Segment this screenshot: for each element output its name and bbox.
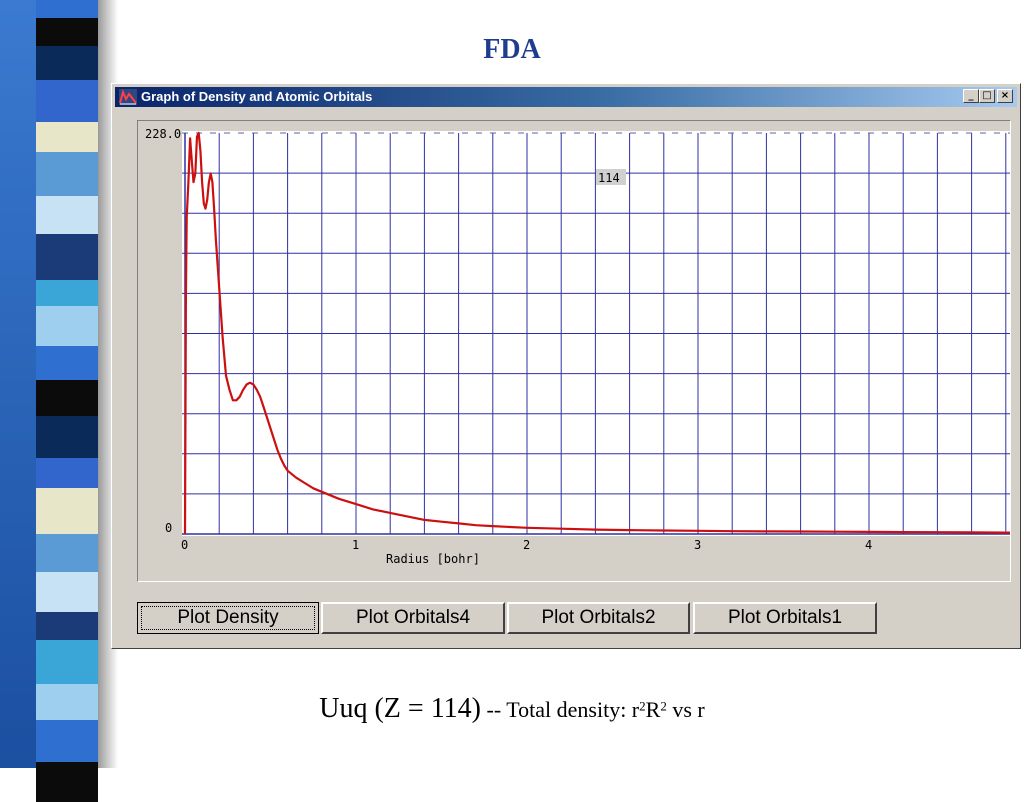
- plot-orbitals4-button[interactable]: Plot Orbitals4: [321, 602, 505, 634]
- chart-labels: 0 1 2 3 4 228.0 0 Radius [bohr] 114: [145, 127, 872, 566]
- app-window: Graph of Density and Atomic Orbitals _ □…: [111, 83, 1021, 649]
- plot-panel: 0 1 2 3 4 228.0 0 Radius [bohr] 114: [137, 120, 1011, 582]
- caption-text-c: vs r: [666, 697, 705, 722]
- plot-orbitals1-button[interactable]: Plot Orbitals1: [693, 602, 877, 634]
- stripe-block: [36, 280, 98, 306]
- stripe-block: [36, 346, 98, 380]
- x-axis-label: Radius [bohr]: [386, 552, 480, 566]
- slide-title: FDA: [483, 34, 541, 65]
- stripe-block: [36, 488, 98, 534]
- window-title: Graph of Density and Atomic Orbitals: [141, 89, 373, 104]
- stripe-block: [36, 0, 98, 18]
- close-button[interactable]: ×: [997, 89, 1013, 103]
- stripe-block: [36, 152, 98, 196]
- decorative-stripe-band: [0, 0, 118, 802]
- close-icon: ×: [1000, 90, 1010, 101]
- chart-grid: [182, 132, 1010, 534]
- stripe-block: [36, 458, 98, 488]
- caption-sup-2: 2: [660, 698, 667, 714]
- slide-caption: Uuq (Z = 114) -- Total density: r2R2 vs …: [0, 693, 1024, 725]
- x-tick-label: 0: [181, 538, 188, 552]
- plot-orbitals2-button[interactable]: Plot Orbitals2: [507, 602, 690, 634]
- annotation-text: 114: [598, 171, 620, 185]
- annotation-box: [596, 169, 626, 185]
- x-tick-label: 2: [523, 538, 530, 552]
- stripe-outer-column: [0, 0, 36, 768]
- stripe-block: [36, 612, 98, 640]
- y-max-label: 228.0: [145, 127, 181, 141]
- x-tick-label: 3: [694, 538, 701, 552]
- density-chart: 0 1 2 3 4 228.0 0 Radius [bohr] 114: [145, 127, 1010, 566]
- stripe-block: [36, 572, 98, 612]
- window-titlebar[interactable]: Graph of Density and Atomic Orbitals _ □…: [115, 87, 1017, 107]
- caption-main: Uuq (Z = 114): [319, 693, 481, 724]
- density-curve: [183, 131, 1010, 535]
- stripe-block: [36, 640, 98, 684]
- stripe-block: [36, 306, 98, 346]
- stripe-block: [36, 720, 98, 762]
- stripe-block: [36, 762, 98, 802]
- x-tick-label: 1: [352, 538, 359, 552]
- y-min-label: 0: [165, 521, 172, 535]
- chart-curves: [183, 131, 1010, 535]
- x-tick-label: 4: [865, 538, 872, 552]
- caption-text-b: R: [645, 697, 661, 722]
- minimize-button[interactable]: _: [963, 89, 979, 103]
- stripe-block: [36, 380, 98, 416]
- maximize-icon: □: [982, 90, 992, 101]
- stripe-block: [36, 80, 98, 122]
- stripe-block: [36, 122, 98, 152]
- stripe-block: [36, 46, 98, 80]
- caption-sup-1: 2: [639, 698, 646, 714]
- stripe-block: [36, 534, 98, 572]
- stripe-block: [36, 416, 98, 458]
- stripe-block: [36, 196, 98, 234]
- plot-density-button[interactable]: Plot Density: [137, 602, 319, 634]
- caption-text-a: -- Total density: r: [481, 697, 640, 722]
- app-graph-icon: [119, 89, 137, 105]
- maximize-button[interactable]: □: [979, 89, 995, 103]
- minimize-icon: _: [968, 90, 974, 101]
- stripe-block: [36, 18, 98, 46]
- stripe-block: [36, 684, 98, 720]
- stripe-block: [36, 234, 98, 280]
- annotation-z-label: 114: [596, 169, 626, 185]
